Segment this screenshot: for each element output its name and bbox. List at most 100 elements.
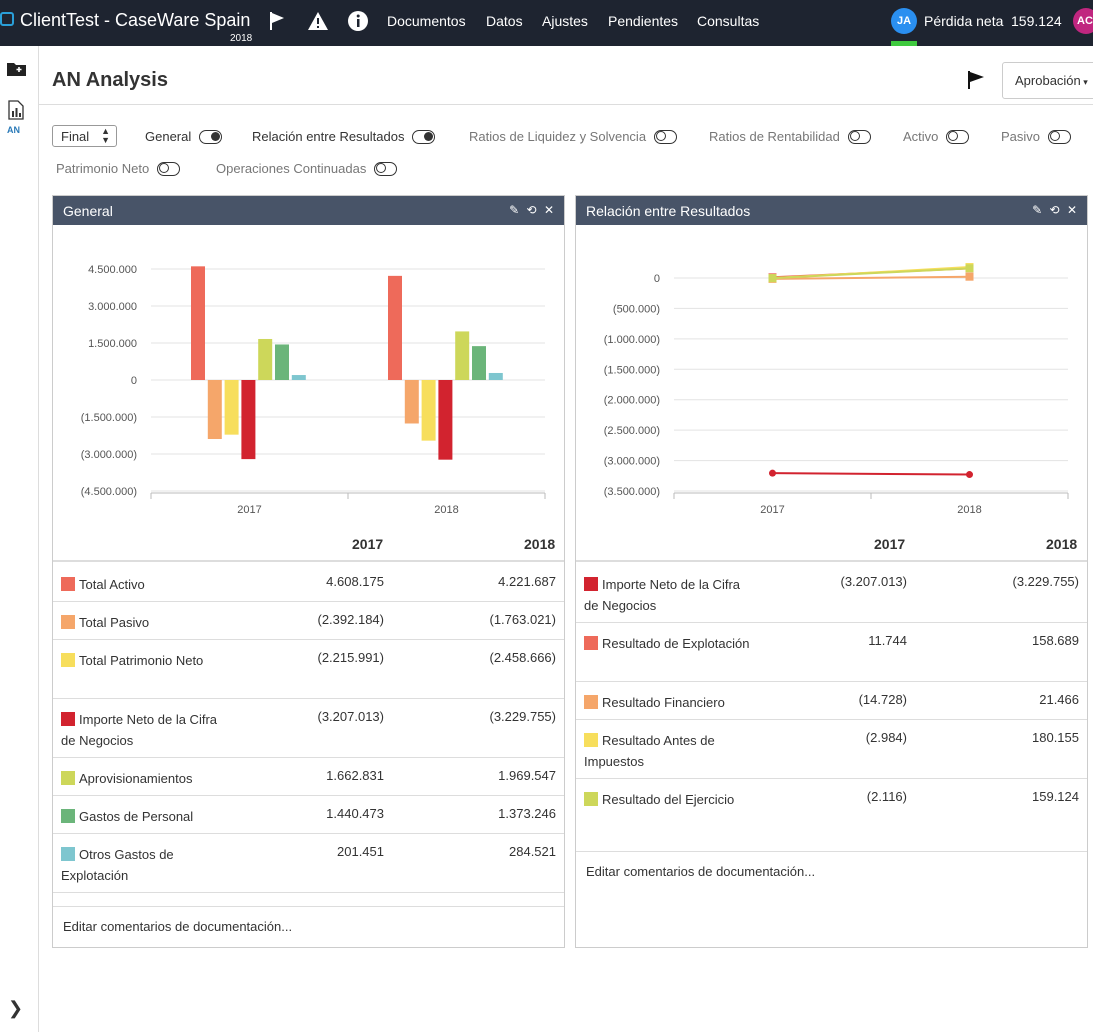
- state-select[interactable]: Final ▲ ▼: [52, 125, 117, 147]
- table-row[interactable]: Resultado de Explotación 11.744 158.689: [576, 623, 1087, 682]
- general-bar-chart: 4.500.000 3.000.000 1.500.000 0 (1.500.000) (…: [81, 264, 546, 516]
- toggle-relacion-resultados[interactable]: Relación entre Resultados: [252, 128, 436, 144]
- bar[interactable]: [455, 331, 470, 380]
- legend-swatch: [61, 615, 75, 629]
- toggle-activo[interactable]: Activo: [903, 128, 970, 144]
- y-tick-label: (1.500.000): [604, 364, 660, 376]
- bar[interactable]: [275, 344, 289, 380]
- toggle-switch[interactable]: [412, 129, 436, 144]
- toggle-patrimonio-neto[interactable]: Patrimonio Neto: [56, 160, 181, 176]
- data-point[interactable]: [965, 264, 974, 273]
- user-avatar[interactable]: JA: [891, 8, 917, 34]
- table-row[interactable]: Total Pasivo (2.392.184) (1.763.021): [53, 602, 564, 640]
- page-flag-icon[interactable]: [966, 69, 988, 91]
- documents-folder-icon[interactable]: [6, 60, 28, 78]
- data-point[interactable]: [768, 274, 777, 283]
- toggle-switch[interactable]: [1048, 129, 1072, 144]
- analysis-label[interactable]: AN: [7, 125, 20, 135]
- toggle-switch[interactable]: [654, 129, 678, 144]
- expand-chevron-icon[interactable]: ❯: [8, 998, 24, 1018]
- table-row[interactable]: Importe Neto de la Cifra de Negocios (3.2…: [53, 699, 564, 758]
- legend-swatch: [61, 847, 75, 861]
- analysis-chart-icon[interactable]: [8, 100, 24, 120]
- table-row[interactable]: Resultado Antes de Impuestos (2.984) 180.1…: [576, 720, 1087, 779]
- bar[interactable]: [388, 275, 402, 380]
- nav-pendientes[interactable]: Pendientes: [608, 13, 679, 29]
- nav-consultas[interactable]: Consultas: [697, 13, 760, 29]
- value-2017: 1.440.473: [326, 806, 384, 821]
- row-label: Resultado de Explotación: [602, 636, 750, 651]
- bar[interactable]: [258, 338, 273, 380]
- second-user-avatar[interactable]: AC: [1073, 8, 1093, 34]
- toggle-general[interactable]: General: [145, 128, 223, 144]
- bar[interactable]: [404, 380, 419, 424]
- toggle-pasivo[interactable]: Pasivo: [1001, 128, 1072, 144]
- bar[interactable]: [488, 372, 503, 380]
- history-icon[interactable]: ⟲: [1049, 203, 1062, 217]
- value-2018: 21.466: [1039, 692, 1079, 707]
- table-row[interactable]: Aprovisionamientos 1.662.831 1.969.547: [53, 758, 564, 796]
- nav-datos[interactable]: Datos: [486, 13, 523, 29]
- bar[interactable]: [438, 380, 453, 460]
- info-icon[interactable]: [347, 10, 369, 32]
- app-icon[interactable]: [0, 12, 14, 26]
- panel-general: General ✎ ⟲ ✕ 4.500.000 3.000.000 1.500.00…: [52, 195, 565, 948]
- edit-pencil-icon[interactable]: ✎: [509, 203, 522, 217]
- table-row[interactable]: Total Patrimonio Neto (2.215.991) (2.458.6…: [53, 640, 564, 699]
- bar[interactable]: [224, 380, 239, 435]
- close-icon[interactable]: ✕: [543, 203, 556, 217]
- close-icon[interactable]: ✕: [1066, 203, 1079, 217]
- data-point[interactable]: [966, 471, 973, 479]
- toggle-switch[interactable]: [157, 161, 181, 176]
- bar[interactable]: [472, 346, 486, 380]
- value-2017: 1.662.831: [326, 768, 384, 783]
- y-tick-label: (4.500.000): [81, 486, 137, 498]
- toggle-label: Ratios de Rentabilidad: [709, 129, 840, 145]
- table-row[interactable]: Gastos de Personal 1.440.473 1.373.246: [53, 796, 564, 834]
- data-point[interactable]: [769, 469, 776, 477]
- toggle-ratios-rentabilidad[interactable]: Ratios de Rentabilidad: [709, 128, 871, 144]
- table-row[interactable]: Total Activo 4.608.175 4.221.687: [53, 564, 564, 602]
- edit-pencil-icon[interactable]: ✎: [1032, 203, 1045, 217]
- y-tick-label: (2.000.000): [604, 395, 660, 407]
- approval-dropdown[interactable]: Aprobación ▾: [1002, 62, 1093, 99]
- toggle-switch[interactable]: [374, 161, 398, 176]
- toggle-switch[interactable]: [946, 129, 970, 144]
- bar[interactable]: [421, 380, 436, 441]
- toggle-switch[interactable]: [847, 129, 871, 144]
- y-tick-label: (1.500.000): [81, 412, 137, 424]
- value-2018: 1.969.547: [498, 768, 556, 783]
- toggle-switch[interactable]: [199, 129, 223, 144]
- table-row[interactable]: Resultado Financiero (14.728) 21.466: [576, 682, 1087, 720]
- y-tick-label: 0: [654, 273, 660, 285]
- select-arrows-icon: ▲ ▼: [101, 126, 110, 145]
- app-title[interactable]: ClientTest - CaseWare Spain: [20, 10, 251, 30]
- nav-documentos[interactable]: Documentos: [387, 13, 466, 29]
- edit-comments-link[interactable]: Editar comentarios de documentación...: [63, 919, 293, 934]
- toggle-ratios-liquidez[interactable]: Ratios de Liquidez y Solvencia: [469, 128, 678, 144]
- toggle-operaciones-continuadas[interactable]: Operaciones Continuadas: [216, 160, 398, 176]
- table-row[interactable]: Importe Neto de la Cifra de Negocios (3.2…: [576, 564, 1087, 623]
- data-point[interactable]: [965, 272, 974, 281]
- x-tick-label: 2017: [760, 504, 784, 516]
- bar[interactable]: [191, 266, 205, 380]
- row-label: Resultado Financiero: [602, 695, 725, 710]
- value-2017: (2.392.184): [317, 612, 385, 627]
- results-line-chart: 0 (500.000) (1.000.000) (1.500.000) (2.000.0…: [604, 263, 1069, 516]
- table-row[interactable]: Resultado del Ejercicio (2.116) 159.124: [576, 779, 1087, 852]
- edit-comments-link[interactable]: Editar comentarios de documentación...: [586, 864, 816, 879]
- bar[interactable]: [241, 380, 256, 460]
- warning-icon[interactable]: [307, 10, 329, 32]
- value-2018: 4.221.687: [498, 574, 556, 589]
- bar[interactable]: [291, 375, 306, 380]
- flag-icon[interactable]: [268, 10, 290, 32]
- bar[interactable]: [207, 380, 222, 440]
- legend-swatch: [61, 809, 75, 823]
- history-icon[interactable]: ⟲: [526, 203, 539, 217]
- row-label: Importe Neto de la Cifra de Negocios: [584, 577, 741, 613]
- value-2018: 158.689: [1032, 633, 1079, 648]
- row-label: Total Pasivo: [79, 615, 150, 630]
- table-row[interactable]: Otros Gastos de Explotación 201.451 284.52…: [53, 834, 564, 893]
- nav-ajustes[interactable]: Ajustes: [542, 13, 588, 29]
- value-2017: 201.451: [337, 844, 384, 859]
